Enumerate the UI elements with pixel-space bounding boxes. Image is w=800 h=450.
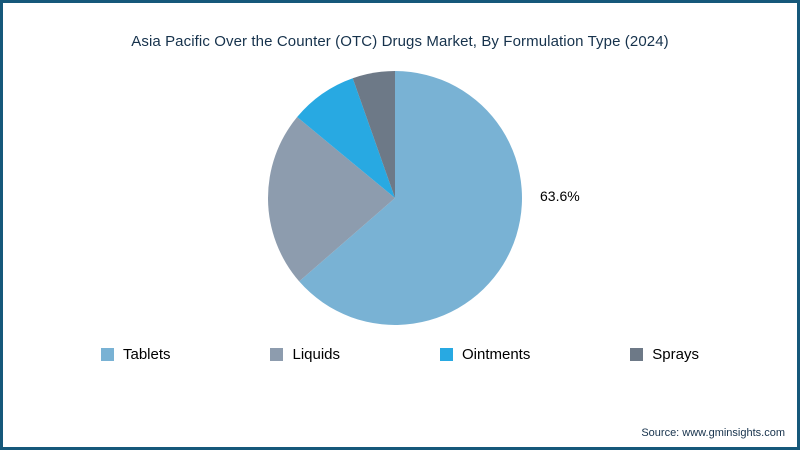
pie-chart-area: 63.6%	[40, 56, 760, 344]
legend: Tablets Liquids Ointments Sprays	[3, 346, 797, 363]
legend-label-sprays: Sprays	[652, 346, 699, 363]
chart-title: Asia Pacific Over the Counter (OTC) Drug…	[131, 33, 669, 50]
legend-label-liquids: Liquids	[292, 346, 341, 363]
legend-item-liquids: Liquids	[270, 346, 340, 363]
legend-swatch-tablets	[101, 348, 114, 361]
source-text: Source: www.gminsights.com	[641, 427, 785, 439]
legend-swatch-liquids	[270, 348, 284, 361]
legend-swatch-ointments	[439, 348, 453, 361]
pie-slice-sprays	[352, 71, 395, 198]
legend-item-tablets: Tablets	[101, 346, 171, 363]
pie-slice-tablets	[299, 71, 522, 325]
pie-slice-liquids	[267, 117, 395, 282]
legend-item-sprays: Sprays	[630, 346, 699, 363]
pie-slice-ointments	[297, 78, 395, 198]
legend-item-ointments: Ointments	[439, 346, 531, 363]
slice-label-tablets: 63.6%	[540, 188, 580, 204]
legend-swatch-sprays	[630, 348, 644, 361]
legend-label-ointments: Ointments	[461, 346, 531, 363]
pie-chart: 63.6%	[267, 71, 580, 325]
legend-label-tablets: Tablets	[123, 346, 171, 363]
